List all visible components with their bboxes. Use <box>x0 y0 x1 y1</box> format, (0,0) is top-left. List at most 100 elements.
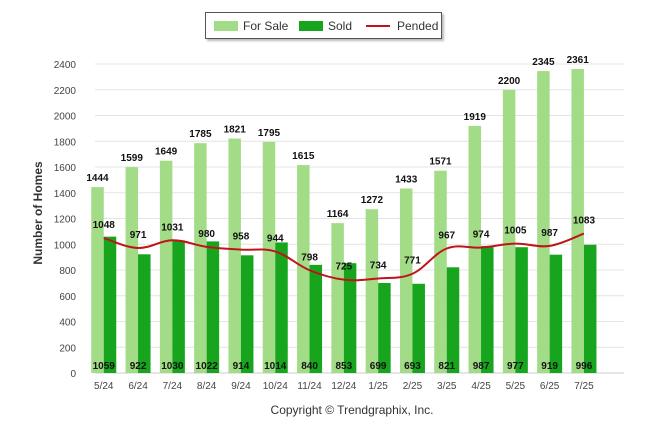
data-label-for-sale: 1599 <box>121 153 144 164</box>
bar-for-sale <box>91 187 104 373</box>
x-tick-label: 8/24 <box>197 381 217 392</box>
bar-for-sale <box>399 188 413 373</box>
bar-sold <box>583 244 597 373</box>
x-tick-label: 11/24 <box>297 381 322 392</box>
y-tick-label: 800 <box>59 266 76 277</box>
bar-sold <box>309 264 323 373</box>
bar-for-sale <box>159 160 173 373</box>
bar-sold <box>103 236 117 373</box>
x-tick-label: 1/25 <box>368 381 388 392</box>
data-label-pended: 771 <box>404 256 421 267</box>
data-label-sold: 987 <box>473 361 490 372</box>
data-label-pended: 958 <box>233 232 250 243</box>
bar-for-sale <box>365 209 379 373</box>
y-tick-label: 1600 <box>54 163 77 174</box>
data-label-for-sale: 1795 <box>258 128 281 139</box>
bar-for-sale <box>125 167 139 373</box>
data-label-for-sale: 1785 <box>189 129 212 140</box>
data-label-for-sale: 1615 <box>292 151 315 162</box>
data-label-pended: 974 <box>473 230 490 241</box>
bar-sold <box>138 254 151 373</box>
bar-for-sale <box>228 138 241 373</box>
data-label-pended: 1005 <box>504 226 527 237</box>
bar-sold <box>412 283 425 373</box>
x-tick-label: 7/24 <box>163 381 183 392</box>
x-tick-label: 12/24 <box>331 381 356 392</box>
data-label-for-sale: 1919 <box>464 112 487 123</box>
legend-swatch-sold <box>299 21 323 31</box>
data-label-for-sale: 1571 <box>429 157 452 168</box>
y-tick-label: 0 <box>70 369 76 380</box>
data-label-for-sale: 1821 <box>224 125 247 136</box>
bar-for-sale <box>537 71 550 374</box>
x-tick-label: 5/25 <box>506 381 526 392</box>
data-label-sold: 821 <box>438 361 455 372</box>
data-label-pended: 734 <box>370 260 387 271</box>
data-label-pended: 1083 <box>573 216 596 227</box>
x-tick-labels: 5/24 6/24 7/24 8/24 9/24 10/24 11/24 12/24 1/25 2… <box>94 381 594 392</box>
data-label-for-sale: 1164 <box>327 209 349 220</box>
x-tick-label: 7/25 <box>574 381 594 392</box>
data-label-for-sale: 1272 <box>361 195 384 206</box>
y-tick-label: 1400 <box>54 189 77 200</box>
bar-sold <box>549 254 563 373</box>
bar-series <box>91 69 597 374</box>
data-label-sold: 922 <box>130 361 147 372</box>
x-tick-label: 10/24 <box>263 381 288 392</box>
x-tick-label: 9/24 <box>231 381 251 392</box>
data-label-sold: 996 <box>576 361 593 372</box>
line-series <box>103 232 585 282</box>
y-tick-label: 1800 <box>54 137 77 148</box>
data-label-sold: 914 <box>233 361 250 372</box>
data-label-pended: 967 <box>438 230 455 241</box>
legend-swatch-for-sale <box>214 21 238 31</box>
bar-for-sale <box>297 165 310 373</box>
data-label-pended: 987 <box>541 228 558 239</box>
data-label-for-sale: 1649 <box>155 147 178 158</box>
y-tick-label: 1000 <box>54 240 77 251</box>
copyright-text: Copyright © Trendgraphix, Inc. <box>271 403 434 417</box>
data-label-pended: 1031 <box>161 222 184 233</box>
y-tick-label: 1200 <box>54 215 77 226</box>
y-tick-label: 400 <box>59 318 76 329</box>
y-tick-label: 2000 <box>54 112 77 123</box>
y-tick-label: 200 <box>59 343 76 354</box>
data-label-for-sale: 1444 <box>86 173 109 184</box>
legend-label-sold: Sold <box>328 19 353 33</box>
data-label-pended: 798 <box>301 252 318 263</box>
bar-for-sale <box>468 125 482 374</box>
bar-sold <box>481 245 494 373</box>
bar-for-sale <box>194 143 207 373</box>
data-labels: 1444 1059 1599 922 1649 1030 1785 1022 1821 914 17… <box>86 55 595 372</box>
legend-label-pended: Pended <box>397 19 439 33</box>
data-label-sold: 1014 <box>264 361 287 372</box>
data-label-sold: 699 <box>370 361 387 372</box>
bar-sold <box>206 241 220 373</box>
bar-for-sale <box>434 170 447 373</box>
y-tick-label: 2400 <box>54 60 77 71</box>
data-label-pended: 971 <box>130 230 147 241</box>
chart-legend: For Sale Sold Pended <box>205 12 442 39</box>
bar-sold <box>446 267 460 373</box>
x-tick-label: 4/25 <box>471 381 491 392</box>
data-label-pended: 725 <box>336 262 353 273</box>
data-label-for-sale: 2200 <box>498 76 521 87</box>
data-label-pended: 944 <box>267 233 284 244</box>
data-label-sold: 693 <box>404 361 421 372</box>
x-tick-label: 6/24 <box>128 381 148 392</box>
data-label-for-sale: 1433 <box>395 175 418 186</box>
bar-for-sale <box>571 69 584 374</box>
data-label-sold: 1022 <box>196 361 219 372</box>
data-label-sold: 977 <box>507 361 524 372</box>
data-label-for-sale: 2361 <box>567 55 590 66</box>
data-label-for-sale: 2345 <box>532 57 555 68</box>
y-tick-label: 600 <box>59 292 76 303</box>
data-label-pended: 1048 <box>93 220 116 231</box>
x-tick-label: 3/25 <box>437 381 457 392</box>
data-label-pended: 980 <box>198 229 215 240</box>
bar-sold <box>515 247 528 373</box>
line-pended <box>103 232 585 282</box>
bar-sold <box>378 283 391 373</box>
bar-for-sale <box>262 141 276 373</box>
